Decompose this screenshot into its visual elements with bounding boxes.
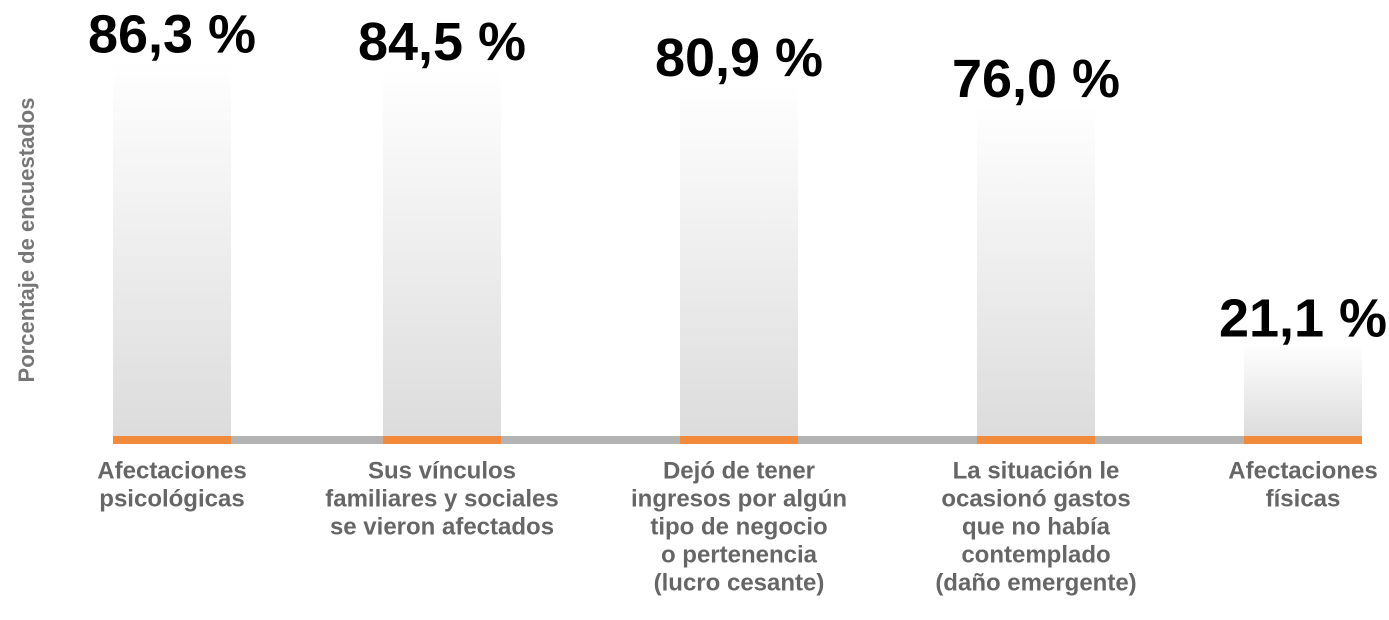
bar-accent (680, 436, 798, 444)
category-label: físicas (1266, 485, 1341, 512)
bar (680, 83, 798, 437)
category-label: Afectaciones (1228, 457, 1377, 484)
bar (977, 104, 1095, 437)
category-label: contemplado (961, 541, 1110, 568)
category-label: que no había (962, 513, 1111, 540)
bar (1244, 344, 1362, 436)
category-label: La situación le (953, 457, 1120, 484)
category-label: se vieron afectados (330, 513, 554, 540)
category-label: (daño emergente) (935, 569, 1136, 596)
bar-accent (383, 436, 501, 444)
bar (113, 60, 231, 436)
bar-accent (977, 436, 1095, 444)
category-label: tipo de negocio (650, 513, 827, 540)
value-label: 76,0 % (952, 49, 1120, 109)
value-label: 86,3 % (88, 4, 256, 64)
category-label: familiares y sociales (325, 485, 558, 512)
value-label: 80,9 % (655, 28, 823, 88)
bar (383, 67, 501, 436)
category-label: psicológicas (99, 485, 244, 512)
category-label: Sus vínculos (368, 457, 516, 484)
bar-accent (113, 436, 231, 444)
category-label: (lucro cesante) (654, 569, 825, 596)
value-label: 21,1 % (1219, 288, 1387, 348)
category-label: Dejó de tener (663, 457, 815, 484)
y-axis-label: Porcentaje de encuestados (14, 98, 39, 383)
value-label: 84,5 % (358, 12, 526, 72)
bar-accent (1244, 436, 1362, 444)
category-label: ingresos por algún (631, 485, 847, 512)
category-label: o pertenencia (661, 541, 818, 568)
category-label: ocasionó gastos (941, 485, 1130, 512)
category-label: Afectaciones (97, 457, 246, 484)
